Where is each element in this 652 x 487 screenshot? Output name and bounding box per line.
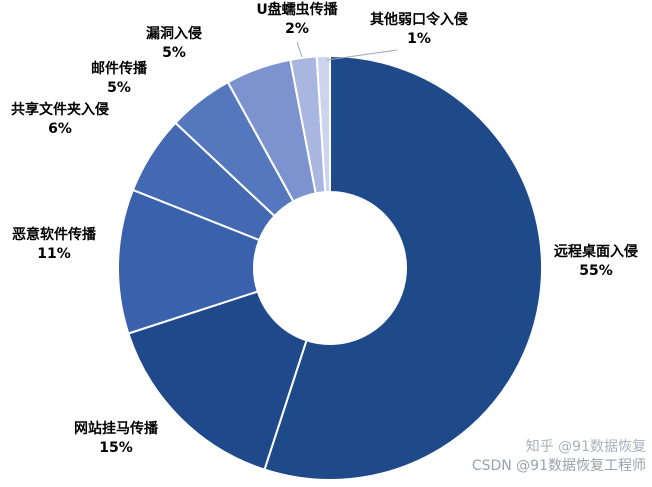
slice-label-remote-desktop-intrusion: 远程桌面入侵 55% <box>541 243 651 281</box>
leader-line-0 <box>296 41 303 58</box>
pie-slice-0 <box>263 55 543 481</box>
slice-label-other-weak-password-intrusion: 其他弱口令入侵 1% <box>357 11 481 49</box>
watermark-csdn: CSDN @91数据恢复工程师 <box>471 458 646 474</box>
slice-label-email-spread: 邮件传播 5% <box>76 60 162 98</box>
pie-slice-1 <box>127 290 308 471</box>
slice-percent-text: 5% <box>162 45 186 61</box>
slice-label-text: 邮件传播 <box>91 61 147 77</box>
slice-percent-text: 11% <box>37 246 71 262</box>
slice-label-text: U盘蠕虫传播 <box>256 2 338 18</box>
slice-percent-text: 55% <box>579 263 613 279</box>
slice-percent-text: 6% <box>48 121 72 137</box>
slice-percent-text: 1% <box>407 31 431 47</box>
slice-percent-text: 5% <box>107 80 131 96</box>
pie-slice-2 <box>117 188 261 335</box>
slice-label-text: 恶意软件传播 <box>12 227 96 243</box>
slice-label-website-trojan-spread: 网站挂马传播 15% <box>51 420 181 458</box>
pie-slice-7 <box>315 55 331 194</box>
slice-label-text: 其他弱口令入侵 <box>370 12 468 28</box>
slice-label-text: 远程桌面入侵 <box>554 244 638 260</box>
slice-label-vulnerability-intrusion: 漏洞入侵 5% <box>131 25 217 63</box>
slice-label-text: 漏洞入侵 <box>146 26 202 42</box>
leader-line-1 <box>326 49 398 61</box>
slice-label-malware-spread: 恶意软件传播 11% <box>0 226 108 264</box>
slice-percent-text: 15% <box>99 440 133 456</box>
slice-label-text: 共享文件夹入侵 <box>11 102 109 118</box>
slice-label-shared-folder-intrusion: 共享文件夹入侵 6% <box>0 101 120 139</box>
slice-percent-text: 2% <box>285 21 309 37</box>
slice-label-text: 网站挂马传播 <box>74 421 158 437</box>
slice-label-usb-worm-spread: U盘蠕虫传播 2% <box>237 1 357 39</box>
watermark-zhihu: 知乎 @91数据恢复 <box>525 439 646 455</box>
